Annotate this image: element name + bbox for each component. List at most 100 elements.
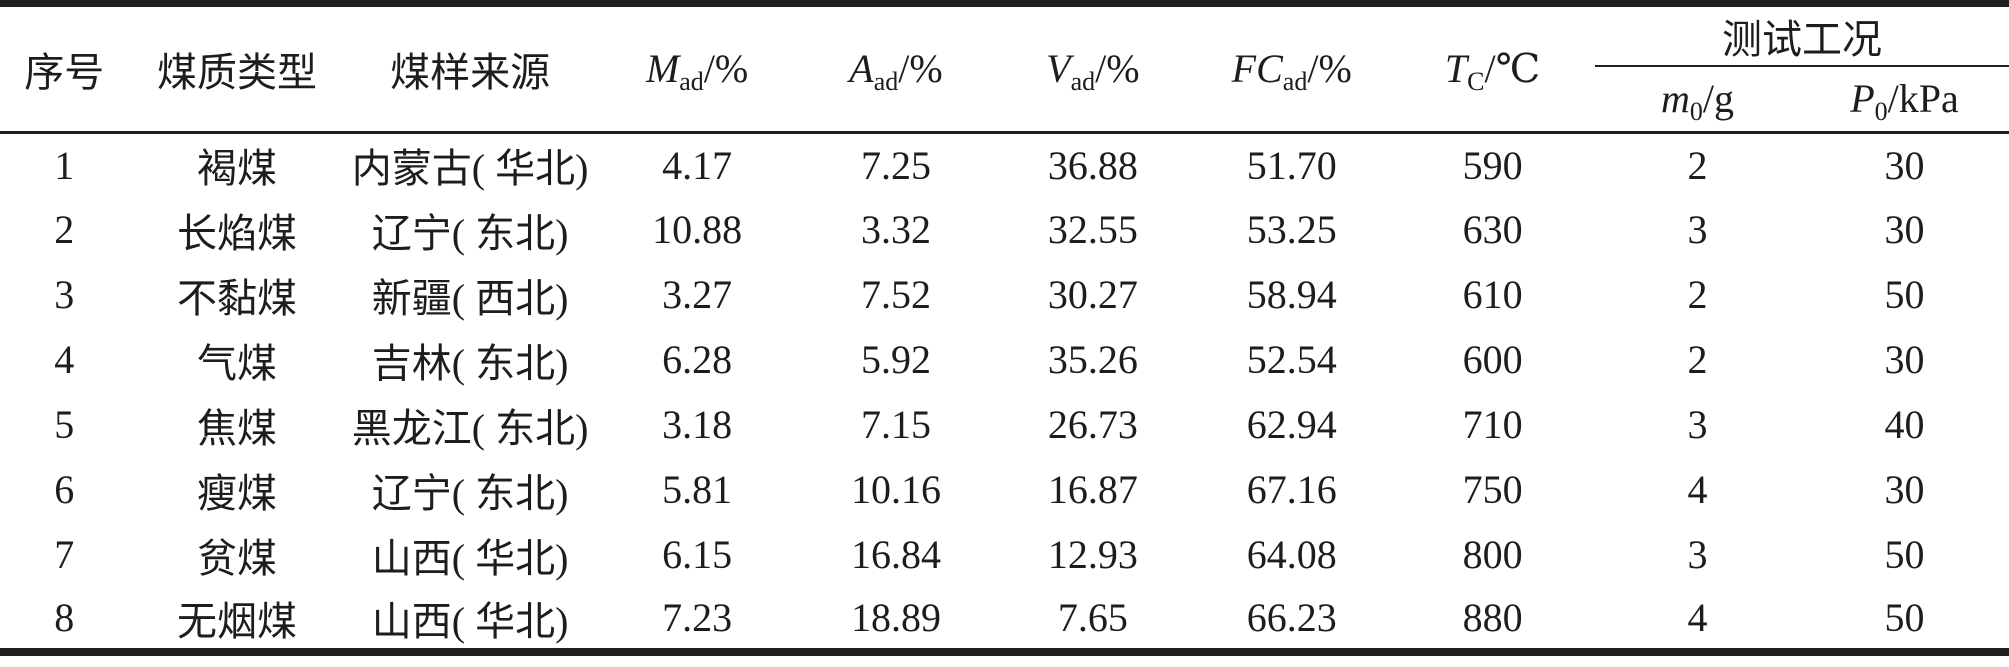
cell-fc-ad: 64.08 [1246, 532, 1337, 577]
unit-percent: /% [898, 46, 943, 92]
cell-p0: 50 [1884, 595, 1925, 640]
table-header: 序号 煤质类型 煤样来源 Mad/% Aad/% Vad/% FCad/% TC… [0, 3, 2009, 134]
cell-sample-source: 吉林( 东北) [371, 340, 569, 386]
cell-t-c: 630 [1462, 207, 1523, 252]
symbol-M: M [645, 46, 680, 92]
cell-m0: 2 [1687, 142, 1708, 188]
symbol-A: A [849, 46, 874, 92]
cell-p0: 50 [1884, 272, 1925, 317]
col-header-volatile-Vad: Vad/% [992, 3, 1194, 134]
cell-t-c: 600 [1462, 337, 1523, 382]
cell-index: 4 [54, 337, 75, 382]
cell-sample-source: 新疆( 西北) [371, 275, 569, 321]
cell-fc-ad: 53.25 [1246, 207, 1337, 252]
cell-a-ad: 7.25 [860, 142, 931, 188]
cell-m-ad: 6.15 [662, 532, 733, 577]
cell-coal-type: 瘦煤 [197, 470, 278, 516]
symbol-FC: FC [1231, 46, 1283, 92]
table-body: 1 褐煤 内蒙古( 华北) 4.17 7.25 36.88 51.70 590 2 30 2 长焰煤辽… [0, 132, 2009, 652]
cell-coal-type: 不黏煤 [177, 275, 298, 321]
subscript-C: C [1467, 66, 1485, 96]
cell-p0: 30 [1884, 142, 1925, 188]
cell-m0: 4 [1687, 467, 1708, 512]
cell-m-ad: 3.18 [662, 402, 733, 447]
cell-a-ad: 7.15 [860, 402, 931, 447]
col-group-test-conditions: 测试工况 [1595, 3, 2009, 67]
subscript-ad: ad [873, 66, 899, 96]
unit-percent: /% [1307, 46, 1352, 92]
cell-index: 2 [54, 207, 75, 252]
symbol-P: P [1850, 76, 1875, 122]
cell-fc-ad: 52.54 [1246, 337, 1337, 382]
unit-percent: /% [703, 46, 749, 92]
cell-t-c: 610 [1462, 272, 1523, 317]
table-row: 8 无烟煤 山西( 华北) 7.23 18.89 7.65 66.23 880 4 50 [0, 587, 2009, 652]
unit-gram: /g [1702, 76, 1735, 122]
cell-index: 6 [54, 467, 75, 512]
cell-p0: 30 [1884, 467, 1925, 512]
header-row-top: 序号 煤质类型 煤样来源 Mad/% Aad/% Vad/% FCad/% TC… [0, 3, 2009, 134]
subscript-0: 0 [1689, 96, 1703, 126]
cell-a-ad: 16.84 [850, 532, 941, 577]
cell-m0: 3 [1687, 207, 1708, 252]
table-row: 1 褐煤 内蒙古( 华北) 4.17 7.25 36.88 51.70 590 2 30 [0, 132, 2009, 197]
header-row-sub: m0/g P0/kPa [0, 66, 2009, 134]
table-row: 6 瘦煤 辽宁( 东北) 5.81 10.16 16.87 67.16 750 4 30 [0, 457, 2009, 522]
subscript-0: 0 [1874, 96, 1888, 126]
col-header-moisture-Mad: Mad/% [594, 3, 800, 134]
cell-t-c: 880 [1462, 595, 1523, 640]
cell-coal-type: 褐煤 [197, 146, 278, 192]
cell-sample-source: 辽宁( 东北) [371, 470, 569, 516]
subscript-ad: ad [1282, 66, 1308, 96]
cell-sample-source: 黑龙江( 东北) [351, 405, 589, 451]
symbol-m: m [1661, 76, 1690, 122]
col-header-ash-Aad: Aad/% [799, 3, 993, 134]
cell-p0: 40 [1884, 402, 1925, 447]
cell-sample-source: 山西( 华北) [371, 535, 569, 581]
cell-m-ad: 7.23 [662, 595, 733, 640]
cell-index: 8 [54, 595, 75, 640]
cell-index: 7 [54, 532, 75, 577]
cell-t-c: 750 [1462, 467, 1523, 512]
cell-v-ad: 7.65 [1057, 595, 1128, 640]
cell-m-ad: 3.27 [662, 272, 733, 317]
col-header-initial-pressure-P0: P0/kPa [1799, 66, 2009, 134]
cell-v-ad: 35.26 [1047, 337, 1138, 382]
cell-coal-type: 无烟煤 [177, 598, 298, 644]
cell-a-ad: 7.52 [860, 272, 931, 317]
col-header-temperature-Tc: TC/℃ [1390, 3, 1596, 134]
col-header-fixed-carbon-FCad: FCad/% [1193, 3, 1391, 134]
cell-m0: 3 [1687, 402, 1708, 447]
cell-t-c: 710 [1462, 402, 1523, 447]
cell-p0: 30 [1884, 207, 1925, 252]
cell-m0: 2 [1687, 272, 1708, 317]
table-row: 4 气煤 吉林( 东北) 6.28 5.92 35.26 52.54 600 2 30 [0, 327, 2009, 392]
cell-a-ad: 10.16 [850, 467, 941, 512]
cell-m-ad: 10.88 [652, 207, 743, 252]
cell-a-ad: 3.32 [860, 207, 931, 252]
cell-index: 5 [54, 402, 75, 447]
cell-p0: 50 [1884, 532, 1925, 577]
table-row: 2 长焰煤 辽宁( 东北) 10.88 3.32 32.55 53.25 630 3 30 [0, 197, 2009, 262]
col-header-index: 序号 [0, 3, 129, 134]
cell-index: 3 [54, 272, 75, 317]
col-header-coal-type: 煤质类型 [128, 3, 346, 134]
unit-percent: /% [1095, 46, 1140, 92]
cell-sample-source: 辽宁( 东北) [371, 210, 569, 256]
cell-t-c: 800 [1462, 532, 1523, 577]
cell-m-ad: 6.28 [662, 337, 733, 382]
cell-fc-ad: 67.16 [1246, 467, 1337, 512]
cell-v-ad: 26.73 [1047, 402, 1138, 447]
table-row: 3 不黏煤 新疆( 西北) 3.27 7.52 30.27 58.94 610 2 50 [0, 262, 2009, 327]
subscript-ad: ad [1070, 66, 1096, 96]
cell-v-ad: 36.88 [1047, 142, 1138, 188]
cell-m-ad: 4.17 [662, 142, 733, 188]
cell-a-ad: 5.92 [860, 337, 931, 382]
cell-v-ad: 30.27 [1047, 272, 1138, 317]
cell-v-ad: 16.87 [1047, 467, 1138, 512]
cell-m0: 2 [1687, 337, 1708, 382]
unit-celsius: /℃ [1484, 46, 1541, 92]
cell-sample-source: 山西( 华北) [371, 598, 569, 644]
